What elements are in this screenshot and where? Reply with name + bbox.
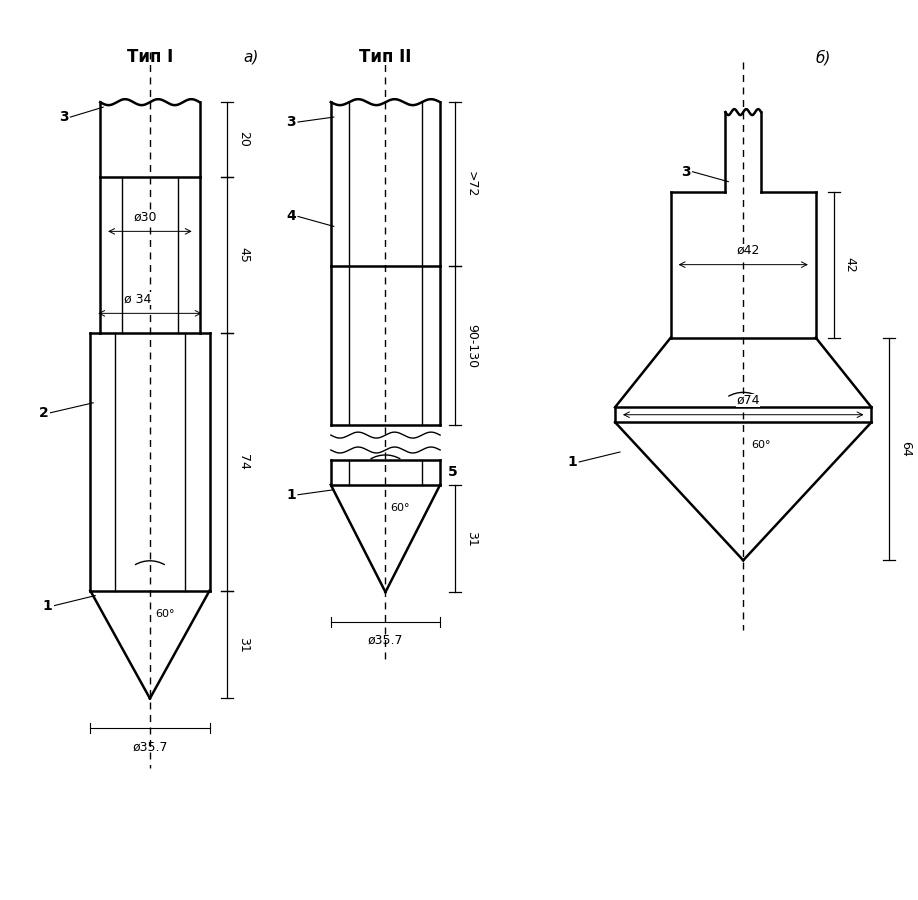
Text: 1: 1 xyxy=(286,488,296,501)
Text: 74: 74 xyxy=(238,454,251,470)
Text: 3: 3 xyxy=(286,115,296,129)
Text: б): б) xyxy=(815,50,831,66)
Text: 2: 2 xyxy=(39,406,49,419)
Text: 90-130: 90-130 xyxy=(465,324,478,368)
Text: 60°: 60° xyxy=(155,608,174,618)
Text: 5: 5 xyxy=(448,465,458,479)
Text: 42: 42 xyxy=(844,256,856,273)
Text: 60°: 60° xyxy=(751,440,771,450)
Text: Тип II: Тип II xyxy=(359,49,411,67)
Text: 20: 20 xyxy=(238,131,251,148)
Text: 1: 1 xyxy=(567,454,577,469)
Text: ø74: ø74 xyxy=(736,394,760,407)
Text: 31: 31 xyxy=(465,531,478,546)
Text: 3: 3 xyxy=(681,165,690,179)
Text: ø30: ø30 xyxy=(133,211,157,223)
Text: ø35.7: ø35.7 xyxy=(368,634,403,647)
Text: 4: 4 xyxy=(286,210,296,223)
Text: ø42: ø42 xyxy=(736,244,760,256)
Text: 64: 64 xyxy=(900,441,912,457)
Text: Тип I: Тип I xyxy=(127,49,174,67)
Text: 3: 3 xyxy=(59,110,69,124)
Text: ø35.7: ø35.7 xyxy=(132,740,168,753)
Text: 45: 45 xyxy=(238,247,251,263)
Text: >72: >72 xyxy=(465,171,478,197)
Text: 60°: 60° xyxy=(390,503,410,513)
Text: а): а) xyxy=(243,50,259,65)
Text: ø 34: ø 34 xyxy=(124,292,151,305)
Text: 31: 31 xyxy=(238,636,251,652)
Text: 1: 1 xyxy=(43,598,52,613)
